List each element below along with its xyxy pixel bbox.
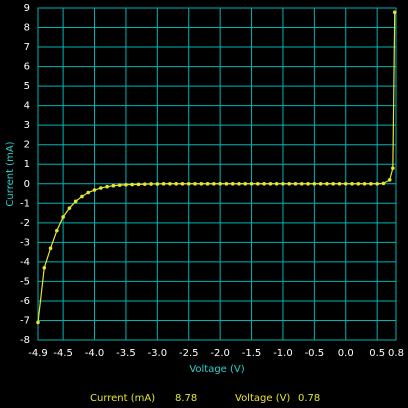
y-tick-label: -4 xyxy=(20,257,30,268)
data-point xyxy=(55,228,59,233)
y-tick-label: 7 xyxy=(24,42,30,53)
x-tick-label: 0.5 xyxy=(369,348,385,359)
x-tick-label: 0.8 xyxy=(388,348,404,359)
data-point xyxy=(205,181,210,186)
data-point xyxy=(193,181,197,186)
x-tick-label: -1.5 xyxy=(242,348,262,359)
y-tick-label: -6 xyxy=(20,296,30,307)
data-point xyxy=(331,181,335,186)
data-point xyxy=(350,181,354,186)
x-tick-label: 0.0 xyxy=(338,348,354,359)
data-point xyxy=(230,181,235,186)
data-point xyxy=(381,181,386,186)
readout-label: Current (mA) xyxy=(90,393,155,404)
plot-border xyxy=(37,7,397,341)
x-tick-label: -4.0 xyxy=(85,348,105,359)
y-tick-label: 8 xyxy=(24,23,30,34)
y-tick-label: -7 xyxy=(20,315,30,326)
data-point xyxy=(256,181,260,186)
x-tick-label: -2.5 xyxy=(179,348,199,359)
x-axis-label: Voltage (V) xyxy=(189,364,244,375)
y-tick-label: 1 xyxy=(24,159,30,170)
y-tick-label: 6 xyxy=(24,62,30,73)
y-tick-label: 2 xyxy=(24,140,30,151)
data-point xyxy=(343,181,348,186)
data-point xyxy=(36,320,40,325)
data-point xyxy=(174,181,178,186)
y-tick-label: 4 xyxy=(24,101,30,112)
data-point xyxy=(392,10,397,15)
data-point xyxy=(262,181,266,186)
data-point xyxy=(111,183,116,188)
y-tick-label: 0 xyxy=(24,179,30,190)
data-point xyxy=(73,199,78,204)
data-point xyxy=(186,181,191,186)
data-point xyxy=(268,181,273,186)
data-point xyxy=(362,181,367,186)
x-tick-label: -2.0 xyxy=(210,348,230,359)
data-point xyxy=(249,181,254,186)
data-point xyxy=(337,181,342,186)
data-point xyxy=(161,181,166,186)
data-point xyxy=(86,190,91,195)
y-tick-label: 5 xyxy=(24,81,30,92)
data-point xyxy=(105,184,109,189)
data-point xyxy=(48,246,53,251)
x-tick-label: -0.5 xyxy=(305,348,325,359)
y-tick-label: -5 xyxy=(20,276,30,287)
data-point xyxy=(325,181,329,186)
y-axis-label: Current (mA) xyxy=(5,141,16,206)
data-point xyxy=(155,182,160,186)
data-point xyxy=(67,206,72,210)
data-point xyxy=(293,181,298,186)
data-point xyxy=(80,194,84,199)
data-point xyxy=(124,182,128,187)
data-point xyxy=(130,182,135,187)
y-tick-label: 9 xyxy=(24,3,30,14)
data-point xyxy=(218,181,222,186)
data-point xyxy=(117,183,122,187)
data-point xyxy=(224,181,229,186)
data-point xyxy=(375,181,379,186)
data-point xyxy=(391,166,395,170)
data-point xyxy=(306,181,310,186)
data-point xyxy=(142,182,147,186)
data-point xyxy=(243,181,248,186)
data-point xyxy=(274,181,279,186)
data-point xyxy=(312,181,317,186)
data-point xyxy=(61,215,65,219)
data-point xyxy=(281,181,285,186)
data-point xyxy=(287,181,292,186)
y-tick-label: -8 xyxy=(20,335,30,346)
data-point xyxy=(212,181,216,186)
x-tick-label: -3.0 xyxy=(148,348,168,359)
data-point xyxy=(92,188,97,192)
y-tick-label: 3 xyxy=(24,120,30,131)
readout-value: 0.78 xyxy=(298,393,320,404)
x-tick-label: -3.5 xyxy=(116,348,136,359)
x-tick-label: -1.0 xyxy=(273,348,293,359)
data-point xyxy=(237,181,241,186)
data-point xyxy=(180,181,185,186)
data-point xyxy=(299,181,304,186)
data-point xyxy=(369,181,373,186)
y-tick-label: -1 xyxy=(20,198,30,209)
data-point xyxy=(199,181,204,186)
data-point xyxy=(136,182,141,187)
data-point xyxy=(42,265,47,270)
data-point xyxy=(149,182,153,186)
data-point xyxy=(168,181,172,186)
x-tick-label: -4.9 xyxy=(28,348,48,359)
data-point xyxy=(99,186,103,190)
data-point xyxy=(318,181,323,186)
readout-label: Voltage (V) xyxy=(235,393,290,404)
data-line xyxy=(37,12,396,323)
readout-value: 8.78 xyxy=(175,393,197,404)
y-tick-label: -2 xyxy=(20,218,30,229)
x-tick-label: -4.5 xyxy=(53,348,73,359)
data-point xyxy=(387,178,392,182)
y-tick-label: -3 xyxy=(20,237,30,248)
data-point xyxy=(356,181,361,186)
